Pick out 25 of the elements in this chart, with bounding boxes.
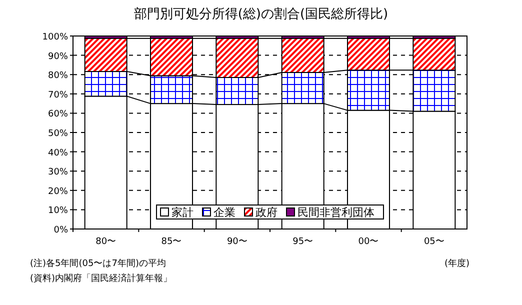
y-tick-label: 60%: [48, 110, 68, 120]
y-tick-label: 80%: [48, 71, 68, 82]
legend-label: 家計: [172, 206, 194, 219]
legend-label: 企業: [214, 206, 236, 219]
legend-label: 民間非営利団体: [298, 206, 374, 219]
text: (資料)内閣府「国民経済計算年報」: [30, 273, 172, 284]
y-tick-label: 50%: [48, 129, 68, 139]
title: 部門別可処分所得(総)の割合(国民総所得比): [134, 7, 388, 22]
text: (注)各5年間(05〜は7年間)の平均: [30, 258, 166, 269]
x-tick-label: 85〜: [161, 237, 182, 247]
x-tick-label: 05〜: [424, 237, 444, 247]
y-tick-label: 40%: [48, 148, 68, 158]
x-tick-label: 90〜: [226, 237, 248, 247]
y-tick-label: 30%: [48, 168, 68, 178]
x-axis-title: (年度): [444, 258, 470, 269]
legend-label: 政府: [256, 206, 278, 219]
y-tick-label: 0%: [54, 226, 68, 236]
x-tick-label: 80〜: [96, 237, 116, 247]
y-tick-label: 100%: [42, 32, 68, 42]
x-tick-label: 00〜: [358, 237, 379, 247]
y-tick-label: 70%: [48, 90, 68, 100]
y-tick-label: 20%: [48, 186, 68, 197]
y-tick-label: 90%: [48, 52, 68, 62]
y-tick-label: 10%: [48, 206, 68, 216]
x-tick-label: 95〜: [292, 237, 314, 247]
